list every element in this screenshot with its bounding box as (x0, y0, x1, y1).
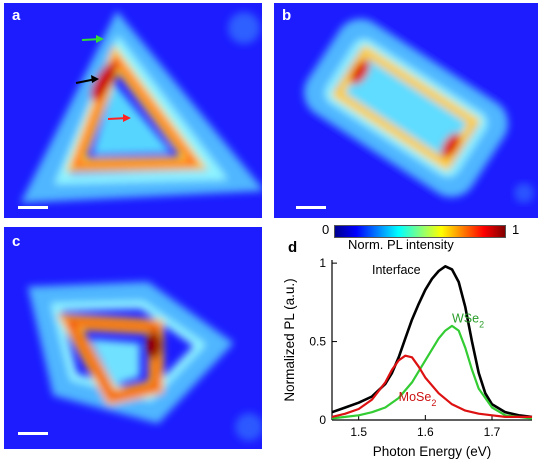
scale-bar (296, 206, 326, 209)
series-line-interface (331, 265, 533, 419)
edge-blob (514, 183, 534, 203)
panel-c-heatmap (27, 281, 262, 441)
scale-bar (18, 206, 48, 209)
annotation-wse: WSe2 (452, 312, 484, 330)
panel-a-heatmap (20, 10, 262, 203)
x-axis-title: Photon Energy (eV) (373, 444, 492, 459)
panel-b-heatmap (303, 18, 534, 203)
y-tick-label: 1 (319, 256, 326, 270)
edge-blob (235, 413, 262, 441)
x-tick-label: 1.7 (484, 425, 501, 439)
edge-blob (228, 12, 260, 44)
y-tick-label: 0 (319, 413, 326, 427)
panel-label-b: b (282, 7, 292, 24)
panel-c-pl-map: c (4, 227, 262, 449)
series-line-mose2 (331, 354, 532, 418)
annotation-mose: MoSe2 (399, 390, 437, 408)
y-tick-label: 0.5 (309, 335, 326, 349)
triangle-flake (20, 10, 262, 203)
panel-label-a: a (12, 7, 21, 24)
annotation-interface: Interface (372, 263, 421, 277)
series-line-wse2 (331, 324, 533, 420)
black-arrow-icon (75, 75, 99, 84)
red-arrow-icon (107, 114, 131, 122)
colorbar-max-label: 1 (512, 222, 520, 237)
y-axis-title: Normalized PL (a.u.) (282, 278, 297, 401)
panel-a-pl-map: a (4, 3, 262, 218)
colorbar: 0 1 Norm. PL intensity (292, 222, 538, 252)
colorbar-title: Norm. PL intensity (348, 237, 454, 252)
panel-label-c: c (12, 233, 21, 250)
colorbar-gradient (334, 225, 506, 238)
colorbar-min-label: 0 (322, 222, 330, 237)
panel-b-pl-map: b (274, 3, 538, 218)
rectangle-flake (303, 18, 509, 198)
panel-a-arrows (75, 35, 131, 122)
panel-label-d: d (288, 239, 298, 256)
diamond-flake (27, 281, 234, 424)
pl-spectrum-chart: 1.5 1.6 1.7 0 0.5 1 Interface WSe2 MoSe2 Photon E… (282, 256, 533, 459)
x-tick-label: 1.6 (417, 425, 434, 439)
x-tick-label: 1.5 (350, 425, 367, 439)
green-arrow-icon (81, 35, 104, 43)
scale-bar (18, 432, 48, 435)
